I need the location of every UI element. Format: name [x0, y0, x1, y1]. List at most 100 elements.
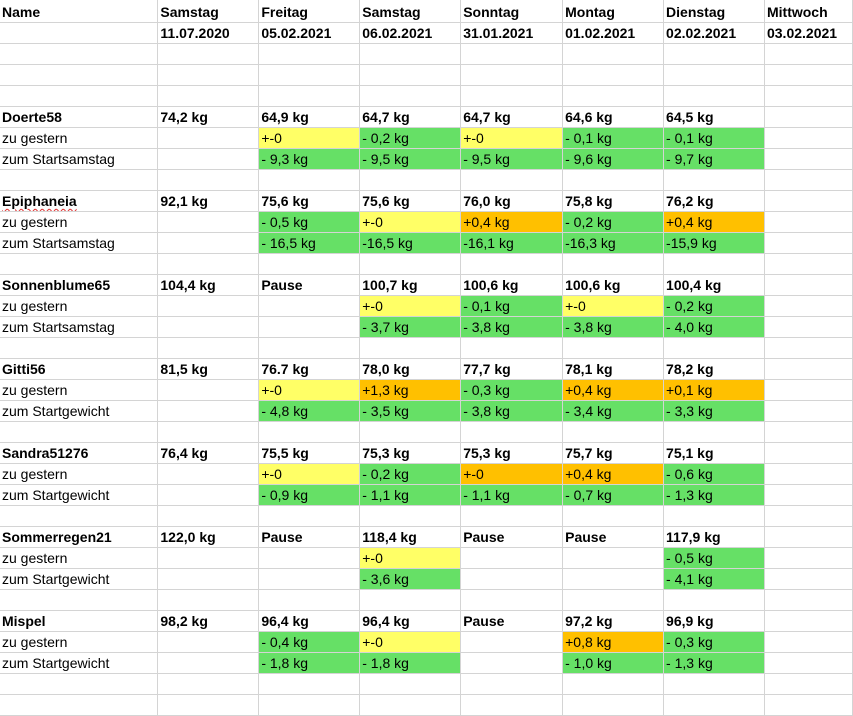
change-cell[interactable]: - 0,1 kg: [663, 127, 765, 149]
change-cell[interactable]: [460, 547, 564, 569]
weight-cell[interactable]: 78,2 kg: [663, 358, 765, 380]
change-cell[interactable]: - 9,5 kg: [460, 148, 564, 170]
empty-cell[interactable]: [258, 43, 361, 65]
change-cell[interactable]: - 3,7 kg: [359, 316, 462, 338]
empty-cell[interactable]: [562, 505, 665, 527]
change-cell[interactable]: - 3,4 kg: [562, 400, 665, 422]
empty-cell[interactable]: [258, 253, 361, 275]
weight-cell[interactable]: 78,1 kg: [562, 358, 665, 380]
row-label-cell[interactable]: zu gestern: [0, 379, 159, 401]
weight-cell[interactable]: 64,7 kg: [359, 106, 462, 128]
empty-cell[interactable]: [258, 64, 361, 86]
change-cell[interactable]: - 4,8 kg: [258, 400, 361, 422]
change-cell[interactable]: - 0,5 kg: [663, 547, 765, 569]
empty-cell[interactable]: [157, 253, 260, 275]
row-label-cell[interactable]: zu gestern: [0, 127, 159, 149]
empty-cell[interactable]: [359, 43, 462, 65]
weight-cell[interactable]: Pause: [460, 526, 564, 548]
change-cell[interactable]: - 9,7 kg: [663, 148, 765, 170]
empty-cell[interactable]: [764, 421, 853, 443]
change-cell[interactable]: +-0: [460, 463, 564, 485]
empty-cell[interactable]: [562, 421, 665, 443]
participant-name-cell[interactable]: Sommerregen21: [0, 526, 159, 548]
change-cell[interactable]: [764, 631, 853, 653]
weight-cell[interactable]: 96,9 kg: [663, 610, 765, 632]
change-cell[interactable]: +0,4 kg: [460, 211, 564, 233]
weight-cell[interactable]: 75,6 kg: [258, 190, 361, 212]
empty-cell[interactable]: [460, 43, 564, 65]
change-cell[interactable]: +0,8 kg: [562, 631, 665, 653]
change-cell[interactable]: [764, 652, 853, 674]
change-cell[interactable]: -16,1 kg: [460, 232, 564, 254]
empty-cell[interactable]: [258, 421, 361, 443]
empty-cell[interactable]: [764, 337, 853, 359]
change-cell[interactable]: - 3,8 kg: [460, 400, 564, 422]
weight-cell[interactable]: [764, 190, 853, 212]
weight-cell[interactable]: 75,6 kg: [359, 190, 462, 212]
empty-cell[interactable]: [764, 589, 853, 611]
header-cell-weekday[interactable]: Dienstag: [663, 0, 765, 23]
weight-cell[interactable]: 64,7 kg: [460, 106, 564, 128]
row-label-cell[interactable]: zu gestern: [0, 547, 159, 569]
change-cell[interactable]: [764, 148, 853, 170]
empty-cell[interactable]: [562, 253, 665, 275]
weight-cell[interactable]: 64,9 kg: [258, 106, 361, 128]
header-cell-date[interactable]: 02.02.2021: [663, 22, 765, 44]
empty-cell[interactable]: [562, 169, 665, 191]
empty-cell[interactable]: [157, 169, 260, 191]
weight-cell[interactable]: 100,7 kg: [359, 274, 462, 296]
change-cell[interactable]: - 3,6 kg: [359, 568, 462, 590]
empty-cell[interactable]: [460, 673, 564, 695]
change-cell[interactable]: - 1,1 kg: [460, 484, 564, 506]
empty-cell[interactable]: [663, 43, 765, 65]
row-label-cell[interactable]: zum Startgewicht: [0, 652, 159, 674]
change-cell[interactable]: [157, 148, 260, 170]
weight-cell[interactable]: 100,6 kg: [562, 274, 665, 296]
empty-cell[interactable]: [157, 43, 260, 65]
empty-cell[interactable]: [663, 64, 765, 86]
change-cell[interactable]: - 0,1 kg: [562, 127, 665, 149]
weight-cell[interactable]: 92,1 kg: [157, 190, 260, 212]
empty-cell[interactable]: [562, 694, 665, 716]
empty-cell[interactable]: [460, 85, 564, 107]
change-cell[interactable]: [562, 568, 665, 590]
change-cell[interactable]: [157, 631, 260, 653]
weight-cell[interactable]: 76.7 kg: [258, 358, 361, 380]
change-cell[interactable]: - 3,5 kg: [359, 400, 462, 422]
empty-cell[interactable]: [258, 673, 361, 695]
weight-cell[interactable]: Pause: [460, 610, 564, 632]
change-cell[interactable]: [157, 211, 260, 233]
change-cell[interactable]: +0,1 kg: [663, 379, 765, 401]
weight-cell[interactable]: Pause: [258, 274, 361, 296]
change-cell[interactable]: [157, 232, 260, 254]
row-label-cell[interactable]: zum Startgewicht: [0, 568, 159, 590]
empty-cell[interactable]: [562, 64, 665, 86]
empty-cell[interactable]: [359, 169, 462, 191]
empty-cell[interactable]: [157, 505, 260, 527]
change-cell[interactable]: - 9,6 kg: [562, 148, 665, 170]
change-cell[interactable]: +-0: [359, 631, 462, 653]
weight-cell[interactable]: 122,0 kg: [157, 526, 260, 548]
empty-cell[interactable]: [0, 43, 159, 65]
change-cell[interactable]: [157, 463, 260, 485]
empty-cell[interactable]: [663, 253, 765, 275]
change-cell[interactable]: - 0,7 kg: [562, 484, 665, 506]
change-cell[interactable]: [157, 127, 260, 149]
change-cell[interactable]: +0,4 kg: [562, 463, 665, 485]
change-cell[interactable]: +-0: [460, 127, 564, 149]
weight-cell[interactable]: 74,2 kg: [157, 106, 260, 128]
empty-cell[interactable]: [359, 253, 462, 275]
empty-cell[interactable]: [359, 421, 462, 443]
change-cell[interactable]: [764, 547, 853, 569]
weight-cell[interactable]: 118,4 kg: [359, 526, 462, 548]
empty-cell[interactable]: [460, 589, 564, 611]
participant-name-cell[interactable]: Epiphaneia: [0, 190, 159, 212]
empty-cell[interactable]: [0, 253, 159, 275]
empty-cell[interactable]: [663, 85, 765, 107]
weight-cell[interactable]: 104,4 kg: [157, 274, 260, 296]
change-cell[interactable]: -16,5 kg: [359, 232, 462, 254]
empty-cell[interactable]: [258, 169, 361, 191]
weight-cell[interactable]: 98,2 kg: [157, 610, 260, 632]
empty-cell[interactable]: [359, 337, 462, 359]
change-cell[interactable]: [258, 547, 361, 569]
